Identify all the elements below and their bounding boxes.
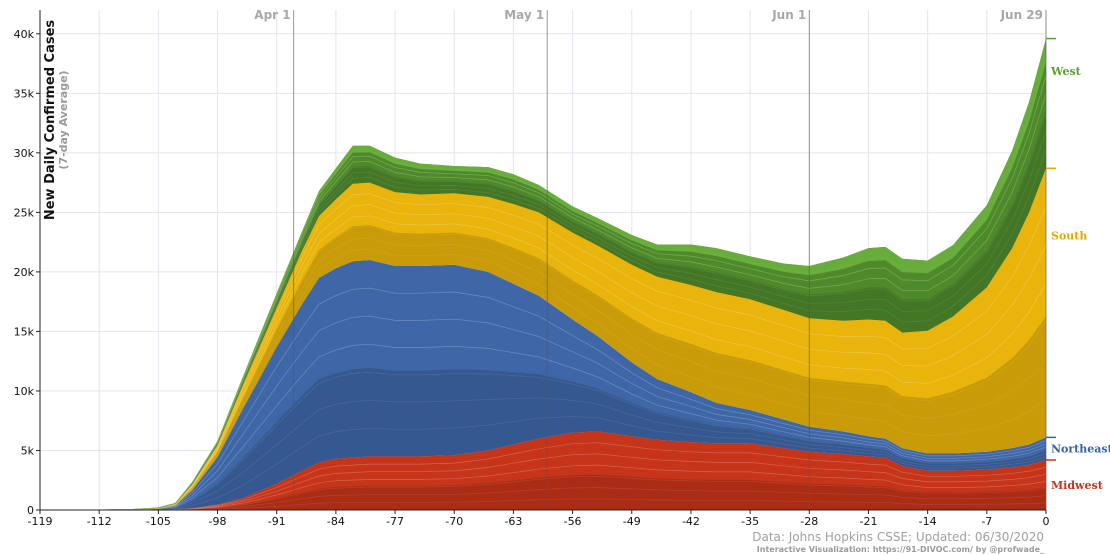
area-west-shade bbox=[40, 109, 1046, 511]
state-band-line bbox=[40, 287, 1047, 511]
state-band-line bbox=[40, 464, 1047, 511]
x-tick-label: -42 bbox=[682, 515, 700, 528]
area-south bbox=[40, 168, 1046, 511]
y-tick-label: 15k bbox=[14, 325, 35, 338]
x-tick-label: -56 bbox=[564, 515, 582, 528]
x-tick-label: -70 bbox=[445, 515, 463, 528]
region-label-midwest: Midwest bbox=[1051, 479, 1104, 492]
y-tick-label: 35k bbox=[14, 87, 35, 100]
x-tick-label: -105 bbox=[146, 515, 171, 528]
date-marker-label: Jun 29 bbox=[1000, 8, 1043, 22]
y-tick-label: 25k bbox=[14, 206, 35, 219]
y-tick-label: 10k bbox=[14, 385, 35, 398]
state-band-line bbox=[40, 442, 1047, 511]
area-midwest-shade bbox=[40, 474, 1046, 510]
state-band-line bbox=[40, 343, 1047, 511]
region-label-northeast: Northeast bbox=[1051, 443, 1110, 456]
y-tick-label: 40k bbox=[14, 28, 35, 41]
area-west bbox=[40, 38, 1046, 510]
x-tick-label: -119 bbox=[28, 515, 53, 528]
x-tick-label: -77 bbox=[386, 515, 404, 528]
state-band-line bbox=[40, 215, 1047, 511]
x-tick-label: -21 bbox=[859, 515, 877, 528]
area-northeast-shade bbox=[40, 368, 1046, 510]
y-axis-subtitle: (7-day Average) bbox=[57, 70, 70, 169]
y-tick-label: 20k bbox=[14, 266, 35, 279]
y-tick-label: 5k bbox=[21, 444, 35, 457]
y-tick-label: 0 bbox=[27, 504, 34, 517]
state-band-line bbox=[40, 315, 1047, 511]
x-tick-label: -91 bbox=[268, 515, 286, 528]
x-tick-label: -35 bbox=[741, 515, 759, 528]
date-markers: Apr 1 May 1 Jun 1 Jun 29 bbox=[254, 8, 1047, 510]
data-source-note: Data: Johns Hopkins CSSE; Updated: 06/30… bbox=[752, 530, 1044, 544]
x-tick-label: -14 bbox=[919, 515, 937, 528]
region-labels: West South Northeast Midwest bbox=[1046, 37, 1110, 492]
axes: 0 5k 10k 15k 20k 25k 30k 35k 40k -119 -112 -105 -98 -… bbox=[14, 10, 1050, 528]
state-band-line bbox=[40, 193, 1047, 511]
x-tick-label: 0 bbox=[1043, 515, 1050, 528]
date-marker-label: May 1 bbox=[504, 8, 544, 22]
x-tick-label: -84 bbox=[327, 515, 345, 528]
x-tick-label: -28 bbox=[800, 515, 818, 528]
x-tick-label: -98 bbox=[209, 515, 227, 528]
date-marker-label: Jun 1 bbox=[771, 8, 806, 22]
x-tick-label: -63 bbox=[504, 515, 522, 528]
region-label-west: West bbox=[1050, 65, 1082, 78]
area-south-shade bbox=[40, 225, 1046, 510]
y-axis-title-group: New Daily Confirmed Cases (7-day Average… bbox=[43, 20, 70, 221]
state-band-line bbox=[40, 204, 1047, 511]
x-tick-label: -49 bbox=[623, 515, 641, 528]
y-tick-label: 30k bbox=[14, 147, 35, 160]
region-label-south: South bbox=[1051, 230, 1087, 243]
y-axis-title: New Daily Confirmed Cases bbox=[43, 20, 58, 221]
x-tick-label: -7 bbox=[981, 515, 992, 528]
date-marker-label: Apr 1 bbox=[254, 8, 290, 22]
state-band-line bbox=[40, 453, 1047, 511]
area-series bbox=[40, 38, 1047, 511]
visualization-credit: Interactive Visualization: https://91-DI… bbox=[757, 545, 1044, 554]
x-tick-label: -112 bbox=[87, 515, 112, 528]
